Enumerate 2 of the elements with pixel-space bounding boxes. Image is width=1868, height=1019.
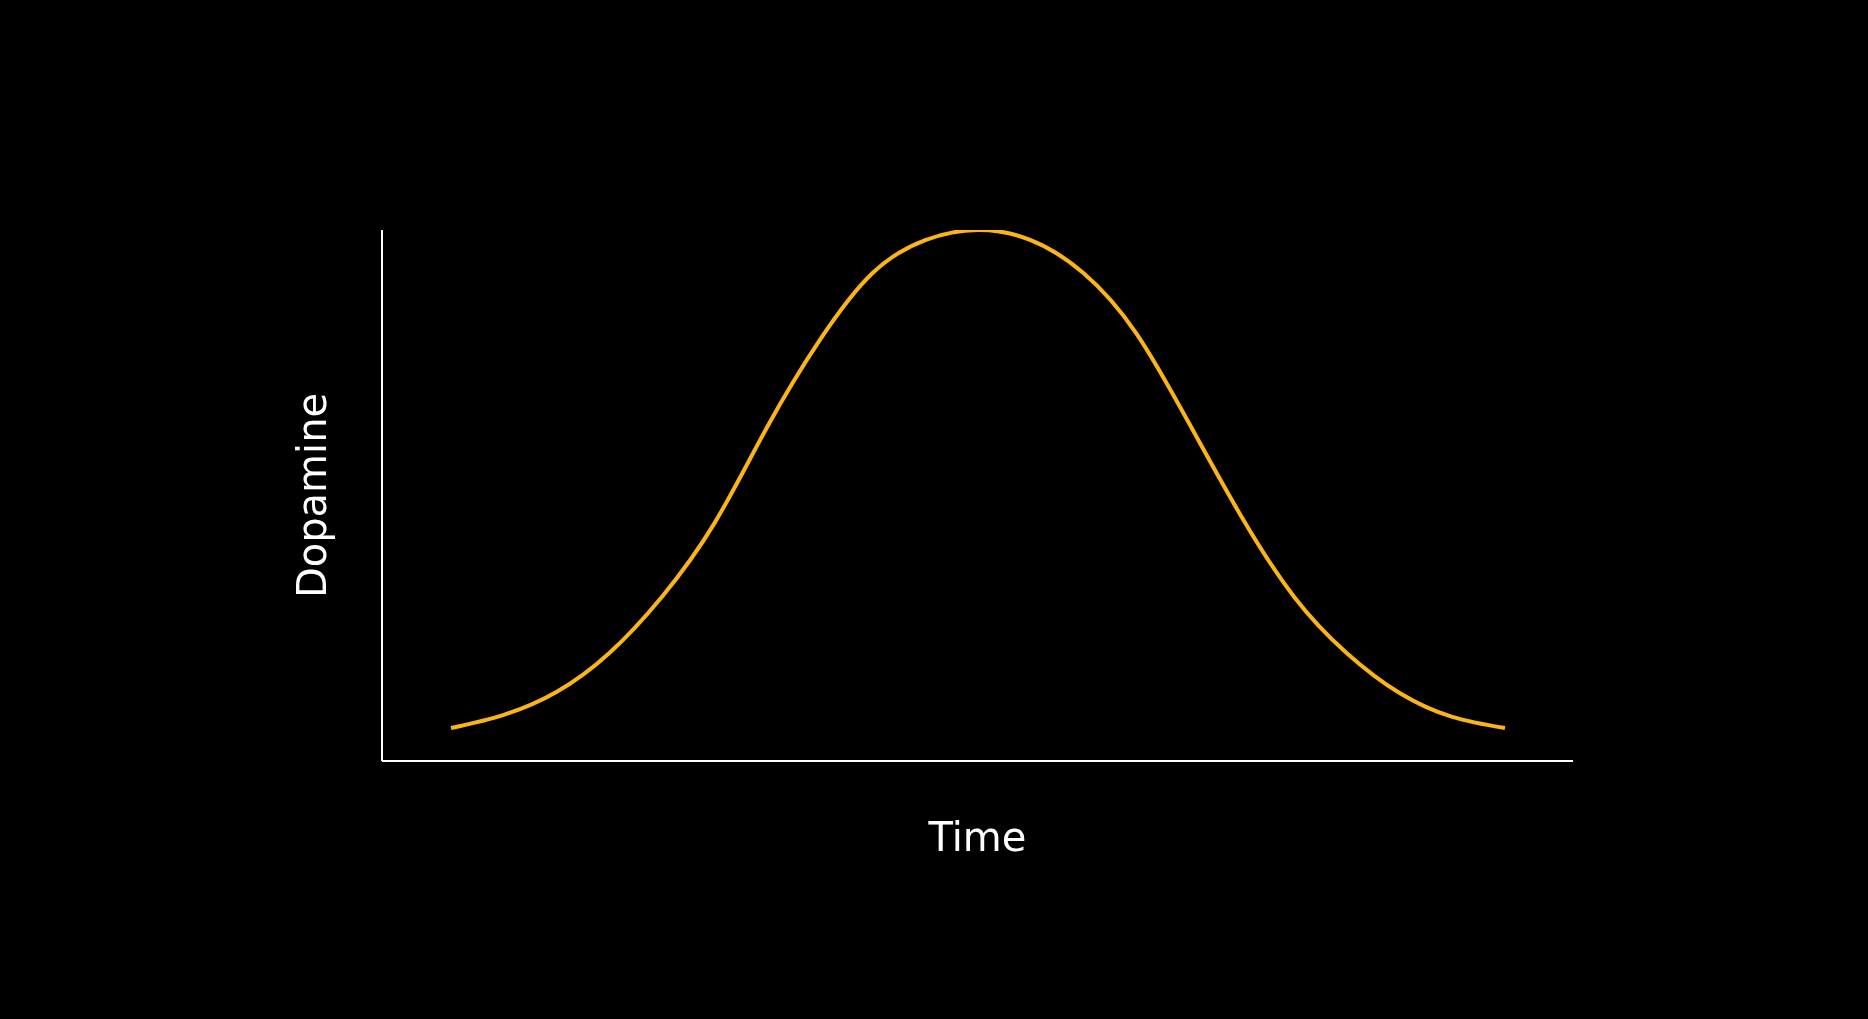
y-axis-title: Dopamine [289, 392, 336, 599]
x-axis-title: Time [927, 814, 1027, 860]
